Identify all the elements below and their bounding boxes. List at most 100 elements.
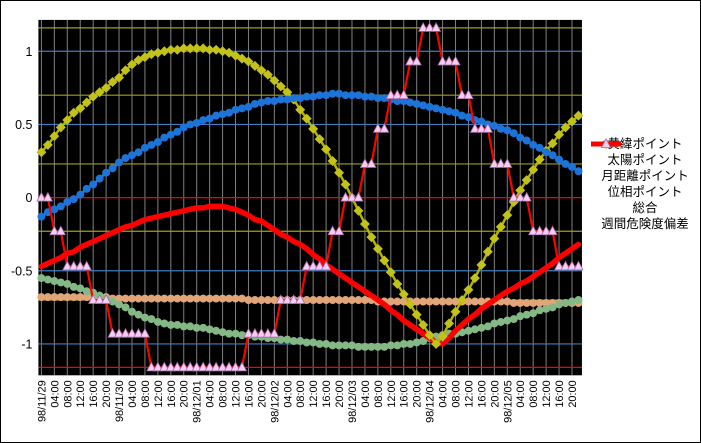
- risk-triangle-marker: [126, 327, 138, 338]
- data-point-marker: [134, 148, 143, 157]
- risk-triangle-marker: [340, 191, 351, 202]
- data-point-marker: [160, 294, 169, 303]
- data-point-marker: [179, 123, 188, 132]
- risk-triangle-marker: [94, 294, 105, 304]
- data-point-marker: [140, 313, 149, 322]
- data-point-marker: [302, 338, 311, 347]
- risk-triangle-marker: [68, 260, 79, 271]
- risk-triangle-marker: [456, 89, 468, 100]
- risk-triangle-marker: [75, 260, 86, 271]
- risk-triangle-marker: [133, 327, 144, 338]
- risk-triangle-marker: [515, 191, 526, 202]
- data-point-marker: [567, 116, 577, 127]
- data-point-marker: [393, 297, 402, 306]
- data-point-marker: [509, 129, 518, 138]
- data-point-marker: [37, 274, 46, 283]
- data-point-marker: [335, 296, 344, 305]
- data-point-marker: [353, 205, 364, 216]
- data-point-marker: [283, 95, 292, 104]
- data-point-marker: [115, 158, 124, 167]
- data-point-marker: [315, 91, 324, 100]
- data-point-marker: [43, 275, 52, 284]
- data-point-marker: [76, 190, 85, 199]
- series-4: [38, 203, 582, 347]
- data-point-marker: [199, 116, 208, 125]
- data-point-marker: [555, 300, 564, 309]
- data-point-marker: [128, 294, 136, 303]
- risk-triangle-marker: [301, 260, 312, 271]
- data-point-marker: [419, 101, 428, 110]
- x-tick-label: 04:00: [282, 380, 294, 407]
- data-point-marker: [386, 297, 395, 306]
- data-point-marker: [386, 341, 395, 350]
- data-point-marker: [192, 118, 201, 127]
- data-point-marker: [153, 138, 162, 146]
- x-tick-label: 16:00: [166, 380, 178, 407]
- x-tick-label: 12:00: [75, 380, 87, 407]
- data-point-marker: [173, 320, 182, 329]
- data-point-marker: [354, 91, 363, 100]
- data-point-marker: [140, 143, 149, 152]
- data-point-marker: [522, 310, 531, 319]
- data-point-marker: [263, 97, 272, 106]
- data-point-marker: [483, 322, 492, 331]
- risk-triangle-marker: [223, 361, 235, 372]
- risk-triangle-marker: [418, 22, 429, 32]
- data-point-marker: [101, 82, 112, 93]
- data-point-marker: [464, 113, 473, 122]
- risk-triangle-marker: [353, 191, 364, 202]
- data-point-marker: [37, 212, 46, 221]
- risk-triangle-marker: [495, 158, 506, 168]
- data-point-marker: [69, 293, 78, 302]
- data-point-marker: [412, 297, 421, 306]
- risk-triangle-marker: [346, 191, 358, 202]
- data-point-marker: [95, 174, 104, 183]
- legend-item-phase: 位相ポイント: [591, 139, 683, 199]
- data-point-marker: [464, 326, 473, 335]
- x-tick-label: 16:00: [554, 380, 566, 407]
- risk-triangle-marker: [152, 361, 164, 372]
- risk-triangle-marker: [165, 361, 176, 372]
- data-point-marker: [328, 296, 337, 305]
- risk-triangle-marker: [217, 361, 228, 372]
- data-point-marker: [399, 339, 408, 348]
- risk-triangle-marker: [430, 22, 442, 32]
- x-tick-label: 98/12/03: [347, 380, 359, 423]
- x-tick-label: 04:00: [360, 380, 372, 407]
- data-point-marker: [296, 94, 305, 103]
- data-point-marker: [153, 294, 162, 303]
- data-point-marker: [192, 294, 201, 303]
- data-point-marker: [76, 293, 85, 302]
- data-point-marker: [62, 115, 73, 126]
- x-tick-label: 08:00: [218, 380, 230, 407]
- data-point-marker: [360, 296, 369, 305]
- data-point-marker: [445, 297, 454, 306]
- data-point-marker: [573, 110, 584, 121]
- legend-marker-triangle-pink: [591, 138, 621, 148]
- risk-triangle-marker: [547, 225, 558, 236]
- x-tick-label: 20:00: [567, 380, 579, 407]
- data-point-marker: [160, 319, 169, 328]
- data-point-marker: [522, 136, 531, 145]
- data-point-marker: [121, 294, 130, 303]
- data-point-marker: [542, 304, 551, 313]
- risk-triangle-marker: [320, 260, 332, 271]
- data-point-marker: [257, 98, 266, 107]
- risk-triangle-marker: [230, 361, 241, 372]
- data-point-marker: [495, 221, 506, 232]
- data-point-marker: [529, 309, 538, 318]
- data-point-marker: [212, 294, 221, 303]
- data-point-marker: [134, 294, 143, 303]
- data-point-marker: [250, 296, 259, 305]
- data-point-marker: [153, 318, 162, 326]
- data-point-marker: [43, 293, 52, 302]
- legend-label: 週間危険度偏差: [601, 217, 689, 231]
- x-tick-label: 98/12/02: [269, 380, 281, 423]
- data-point-marker: [128, 307, 136, 316]
- data-point-marker: [438, 297, 447, 306]
- data-point-marker: [121, 154, 130, 163]
- data-point-marker: [470, 325, 479, 334]
- data-point-marker: [69, 195, 78, 204]
- data-point-marker: [102, 168, 111, 177]
- data-point-marker: [327, 156, 338, 167]
